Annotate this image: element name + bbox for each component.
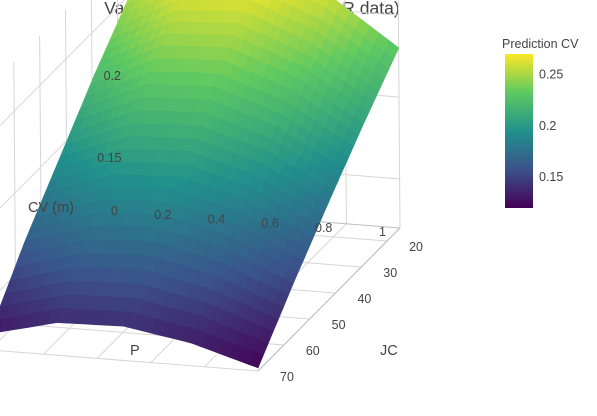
- colorbar-bar: [505, 54, 533, 208]
- jc-tick-label: 60: [306, 344, 320, 358]
- p-tick-label: 0: [111, 204, 118, 218]
- grid-line: [0, 0, 126, 127]
- z-axis-title: CV (m): [28, 200, 74, 216]
- jc-tick-label: 40: [357, 292, 371, 306]
- z-tick-label: 0.25: [96, 0, 120, 1]
- surface-patch: [134, 0, 139, 2]
- colorbar-ticks: 0.15 0.2 0.25: [539, 68, 563, 185]
- colorbar-title: Prediction CV: [502, 37, 579, 51]
- p-tick-label: 0.8: [315, 221, 332, 235]
- jc-axis-title: JC: [380, 343, 398, 359]
- grid-line: [397, 0, 401, 229]
- jc-axis-line: [257, 227, 401, 372]
- jc-tick-label: 30: [383, 266, 397, 280]
- grid-line: [0, 350, 259, 372]
- z-tick-label: 0.2: [104, 69, 121, 83]
- p-tick-label: 1: [379, 225, 386, 239]
- jc-tick-label: 70: [280, 370, 294, 384]
- colorbar: Prediction CV 0.15 0.2 0.25: [502, 37, 579, 208]
- jc-axis-ticks: 20 30 40 50 60 70: [280, 240, 423, 384]
- colorbar-tick-label: 0.15: [539, 170, 563, 184]
- jc-tick-label: 20: [409, 240, 423, 254]
- p-tick-label: 0.2: [154, 208, 171, 222]
- surface-patch: [247, 351, 264, 369]
- surface: [0, 0, 400, 369]
- z-axis-ticks: 0.15 0.2 0.25: [96, 0, 122, 165]
- p-tick-label: 0.6: [261, 217, 278, 231]
- p-tick-label: 0.4: [208, 212, 225, 226]
- z-tick-label: 0.15: [97, 151, 121, 165]
- colorbar-tick-label: 0.2: [539, 119, 556, 133]
- p-axis-title: P: [130, 343, 140, 359]
- colorbar-tick-label: 0.25: [539, 68, 563, 82]
- jc-tick-label: 50: [332, 318, 346, 332]
- p-axis-ticks: 0 0.2 0.4 0.6 0.8 1: [111, 204, 386, 239]
